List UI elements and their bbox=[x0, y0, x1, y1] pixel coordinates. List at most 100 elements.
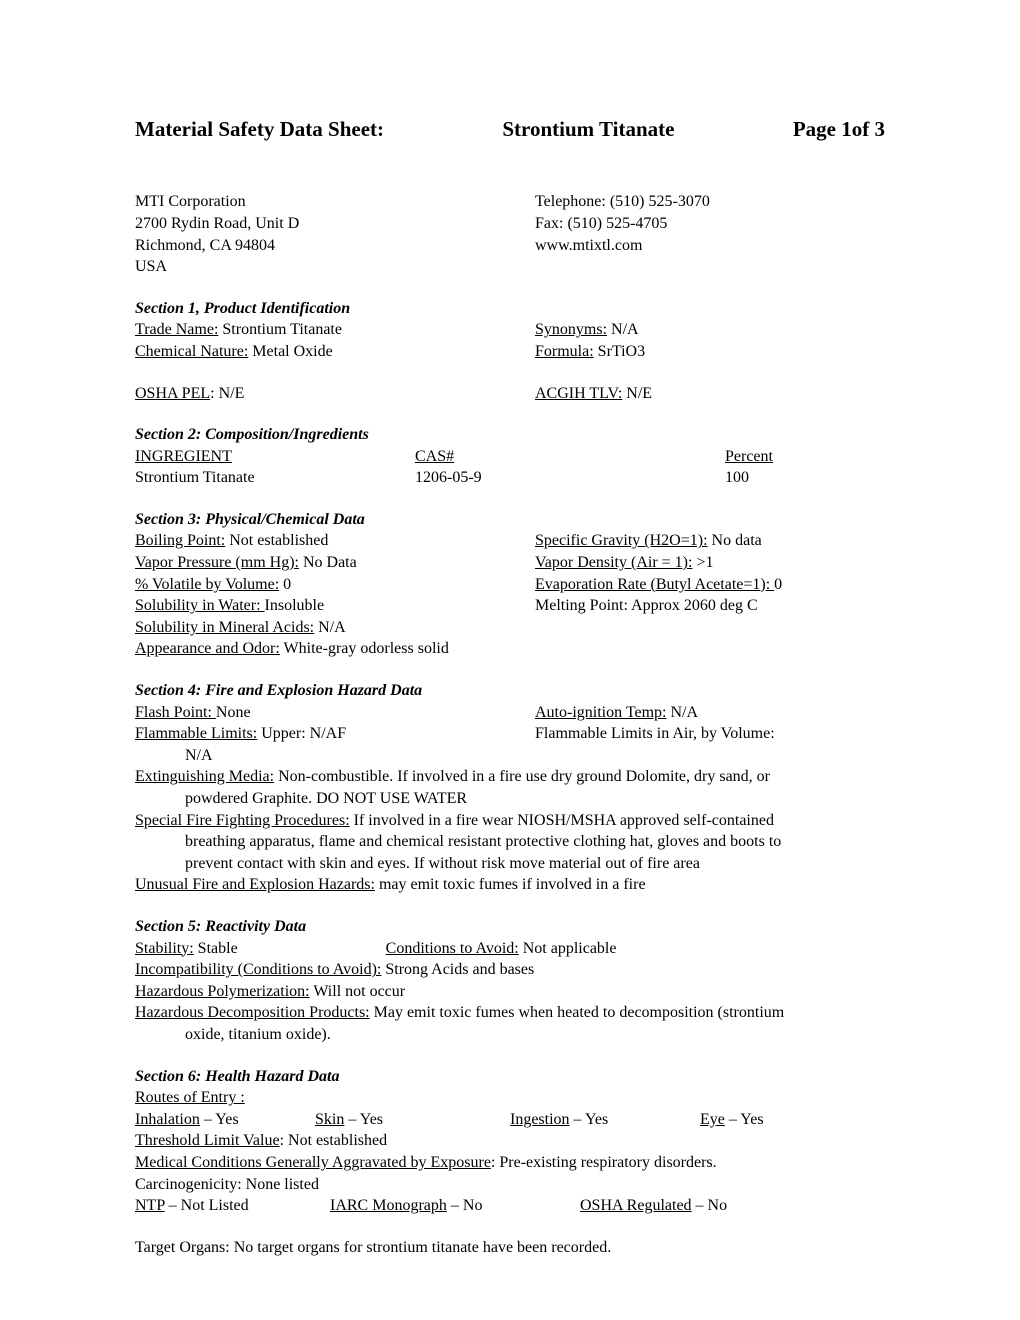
volatile-label: % Volatile by Volume: bbox=[135, 576, 279, 593]
page-number: Page 1of 3 bbox=[793, 115, 885, 143]
tlv-value: : Not established bbox=[280, 1132, 388, 1149]
doc-title: Material Safety Data Sheet: bbox=[135, 115, 384, 143]
ingestion-value: – Yes bbox=[570, 1111, 609, 1128]
percent-value: 100 bbox=[725, 467, 885, 489]
auto-ignition-value: N/A bbox=[666, 704, 698, 721]
iarc-value: – No bbox=[447, 1197, 483, 1214]
solubility-water-value: Insoluble bbox=[265, 597, 325, 614]
flammable-limits-value: Upper: N/AF bbox=[257, 725, 346, 742]
material-name: Strontium Titanate bbox=[502, 115, 674, 143]
specific-gravity-label: Specific Gravity (H2O=1): bbox=[535, 532, 708, 549]
boiling-point-value: Not established bbox=[225, 532, 328, 549]
section6-title: Section 6: Health Hazard Data bbox=[135, 1066, 885, 1088]
appearance-value: White-gray odorless solid bbox=[280, 640, 449, 657]
extinguish-line1: Extinguishing Media: Non-combustible. If… bbox=[135, 766, 885, 788]
specific-gravity-value: No data bbox=[708, 532, 762, 549]
hazdec-label: Hazardous Decomposition Products: bbox=[135, 1004, 370, 1021]
carcinogenicity: Carcinogenicity: None listed bbox=[135, 1174, 885, 1196]
flash-point-value: None bbox=[216, 704, 251, 721]
extinguish-label: Extinguishing Media: bbox=[135, 768, 274, 785]
unusual-value: may emit toxic fumes if involved in a fi… bbox=[375, 876, 646, 893]
hazdec-value: May emit toxic fumes when heated to deco… bbox=[370, 1004, 785, 1021]
evaporation-rate-label: Evaporation Rate (Butyl Acetate=1): bbox=[535, 576, 774, 593]
volatile-value: 0 bbox=[279, 576, 291, 593]
ntp-label: NTP bbox=[135, 1197, 165, 1214]
target-organs: Target Organs: No target organs for stro… bbox=[135, 1237, 885, 1259]
company-country: USA bbox=[135, 256, 535, 278]
company-name: MTI Corporation bbox=[135, 191, 535, 213]
ingredient-name: Strontium Titanate bbox=[135, 467, 415, 489]
section4-row2: Flammable Limits: Upper: N/AF Flammable … bbox=[135, 723, 885, 745]
stability-label: Stability: bbox=[135, 940, 194, 957]
company-web: www.mtixtl.com bbox=[535, 235, 885, 257]
incompat-label: Incompatibility (Conditions to Avoid): bbox=[135, 961, 381, 978]
chemical-nature-value: Metal Oxide bbox=[248, 343, 332, 360]
section5-row1: Stability: Stable Conditions to Avoid: N… bbox=[135, 938, 885, 960]
section1-row3: OSHA PEL: N/E ACGIH TLV: N/E bbox=[135, 383, 885, 405]
medical-label: Medical Conditions Generally Aggravated … bbox=[135, 1154, 491, 1171]
stability-value: Stable bbox=[194, 940, 238, 957]
company-fax: Fax: (510) 525-4705 bbox=[535, 213, 885, 235]
tlv: Threshold Limit Value: Not established bbox=[135, 1130, 885, 1152]
company-address1: 2700 Rydin Road, Unit D bbox=[135, 213, 535, 235]
acgih-tlv-label: ACGIH TLV: bbox=[535, 385, 622, 402]
percent-header: Percent bbox=[725, 448, 773, 465]
medical-conditions: Medical Conditions Generally Aggravated … bbox=[135, 1152, 885, 1174]
vapor-pressure-label: Vapor Pressure (mm Hg): bbox=[135, 554, 299, 571]
unusual-hazards: Unusual Fire and Explosion Hazards: may … bbox=[135, 874, 885, 896]
composition-header: INGREGIENT CAS# Percent bbox=[135, 446, 885, 468]
medical-value: : Pre-existing respiratory disorders. bbox=[491, 1154, 717, 1171]
section3-row6: Appearance and Odor: White-gray odorless… bbox=[135, 638, 885, 660]
incompat-value: Strong Acids and bases bbox=[381, 961, 534, 978]
section1-title: Section 1, Product Identification bbox=[135, 298, 885, 320]
carc-listing-row: NTP – Not Listed IARC Monograph – No OSH… bbox=[135, 1195, 885, 1217]
company-address2: Richmond, CA 94804 bbox=[135, 235, 535, 257]
osha-reg-value: – No bbox=[692, 1197, 728, 1214]
vapor-density-value: >1 bbox=[692, 554, 713, 571]
evaporation-rate-value: 0 bbox=[774, 576, 782, 593]
trade-name-label: Trade Name: bbox=[135, 321, 218, 338]
ingredient-header: INGREGIENT bbox=[135, 448, 232, 465]
hazpoly: Hazardous Polymerization: Will not occur bbox=[135, 981, 885, 1003]
special-fire-line3: prevent contact with skin and eyes. If w… bbox=[135, 853, 885, 875]
composition-row: Strontium Titanate 1206-05-9 100 bbox=[135, 467, 885, 489]
trade-name-value: Strontium Titanate bbox=[218, 321, 342, 338]
melting-point: Melting Point: Approx 2060 deg C bbox=[535, 595, 885, 617]
synonyms-value: N/A bbox=[607, 321, 639, 338]
flammable-air-value: N/A bbox=[135, 745, 885, 767]
skin-value: – Yes bbox=[344, 1111, 383, 1128]
section3-row1: Boiling Point: Not established Specific … bbox=[135, 530, 885, 552]
flammable-air: Flammable Limits in Air, by Volume: bbox=[535, 723, 885, 745]
hazpoly-value: Will not occur bbox=[310, 983, 405, 1000]
section2-title: Section 2: Composition/Ingredients bbox=[135, 424, 885, 446]
solubility-mineral-value: N/A bbox=[314, 619, 346, 636]
acgih-tlv-value: N/E bbox=[622, 385, 652, 402]
company-phone: Telephone: (510) 525-3070 bbox=[535, 191, 885, 213]
incompat: Incompatibility (Conditions to Avoid): S… bbox=[135, 959, 885, 981]
conditions-avoid-label: Conditions to Avoid: bbox=[386, 940, 519, 957]
section3-row2: Vapor Pressure (mm Hg): No Data Vapor De… bbox=[135, 552, 885, 574]
eye-value: – Yes bbox=[725, 1111, 764, 1128]
solubility-mineral-label: Solubility in Mineral Acids: bbox=[135, 619, 314, 636]
chemical-nature-label: Chemical Nature: bbox=[135, 343, 248, 360]
section3-row4: Solubility in Water: Insoluble Melting P… bbox=[135, 595, 885, 617]
cas-header: CAS# bbox=[415, 448, 454, 465]
hazpoly-label: Hazardous Polymerization: bbox=[135, 983, 310, 1000]
section4-row1: Flash Point: None Auto-ignition Temp: N/… bbox=[135, 702, 885, 724]
section1-row2: Chemical Nature: Metal Oxide Formula: Sr… bbox=[135, 341, 885, 363]
company-info: MTI Corporation 2700 Rydin Road, Unit D … bbox=[135, 191, 885, 277]
eye-label: Eye bbox=[700, 1111, 725, 1128]
formula-label: Formula: bbox=[535, 343, 594, 360]
unusual-label: Unusual Fire and Explosion Hazards: bbox=[135, 876, 375, 893]
section3-row3: % Volatile by Volume: 0 Evaporation Rate… bbox=[135, 574, 885, 596]
conditions-avoid-value: Not applicable bbox=[519, 940, 617, 957]
ingestion-label: Ingestion bbox=[510, 1111, 570, 1128]
extinguish-line2: powdered Graphite. DO NOT USE WATER bbox=[135, 788, 885, 810]
synonyms-label: Synonyms: bbox=[535, 321, 607, 338]
formula-value: SrTiO3 bbox=[594, 343, 645, 360]
cas-number: 1206-05-9 bbox=[415, 467, 725, 489]
routes-label: Routes of Entry : bbox=[135, 1089, 245, 1106]
extinguish-value: Non-combustible. If involved in a fire u… bbox=[274, 768, 770, 785]
skin-label: Skin bbox=[315, 1111, 344, 1128]
vapor-density-label: Vapor Density (Air = 1): bbox=[535, 554, 692, 571]
